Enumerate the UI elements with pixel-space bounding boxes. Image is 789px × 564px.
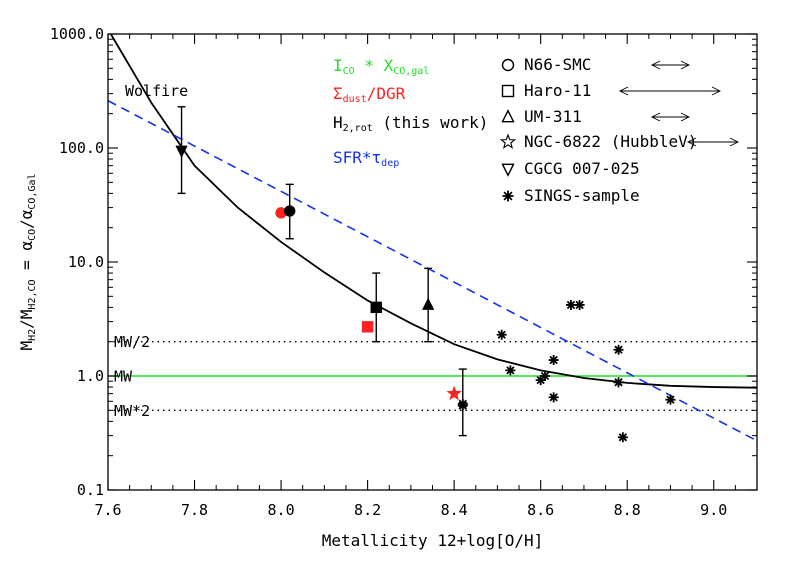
x-tick-label: 7.8: [181, 501, 208, 519]
legend-symbol-square: [501, 84, 515, 98]
wolfire-label: Wolfire: [125, 82, 188, 100]
color-key-entry: ICO * XCO,gal: [333, 56, 429, 77]
legend-label: NGC-6822 (HubbleV): [524, 132, 697, 151]
sfr-depletion-line: [108, 99, 757, 442]
h2rot-point: [284, 205, 296, 217]
sings-point: [548, 392, 559, 403]
color-key-entry: H2,rot (this work): [333, 113, 488, 134]
x-tick-label: 8.8: [614, 501, 641, 519]
sings-point: [665, 394, 676, 405]
y-axis-title: MH2/MH2,CO = αCO/αCO,Gal: [17, 173, 38, 350]
legend-symbol-triangle: [501, 109, 515, 123]
legend-symbol-star: [499, 133, 517, 149]
x-tick-label: 9.0: [700, 501, 727, 519]
h2rot-point: [422, 297, 435, 310]
legend-label: N66-SMC: [524, 55, 591, 74]
plot-frame: [107, 33, 758, 491]
wolfire-curve: [109, 34, 757, 389]
legend-label: CGCG 007-025: [524, 159, 640, 178]
h2rot-point: [457, 400, 468, 411]
sings-point: [535, 375, 546, 386]
sings-point: [613, 344, 624, 355]
x-tick-label: 8.6: [527, 501, 554, 519]
x-tick-label: 8.0: [268, 501, 295, 519]
x-axis-title: Metallicity 12+log[O/H]: [322, 531, 544, 550]
sings-point: [613, 377, 624, 388]
reference-line-label: MW/2: [114, 333, 150, 351]
range-arrow: [650, 112, 691, 122]
x-tick-label: 7.6: [94, 501, 121, 519]
reference-line-label: MW: [114, 368, 133, 386]
sings-point: [565, 299, 576, 310]
sings-point: [496, 329, 507, 340]
y-tick-label: 10.0: [68, 253, 104, 271]
legend-symbol-asterisk: [502, 190, 514, 202]
x-tick-label: 8.4: [441, 501, 468, 519]
sings-point: [505, 365, 516, 376]
dust-point: [361, 321, 374, 333]
y-tick-label: 1.0: [77, 367, 104, 385]
dust-point: [446, 385, 462, 401]
range-arrow: [618, 86, 722, 96]
h2rot-point: [370, 301, 382, 314]
y-tick-label: 0.1: [77, 481, 104, 499]
range-arrow: [686, 137, 740, 147]
legend-symbol-triangle-down: [501, 163, 515, 177]
reference-line-label: MW*2: [114, 402, 150, 420]
legend-label: UM-311: [524, 107, 582, 126]
sings-point: [617, 432, 628, 443]
color-key-entry: Σdust/DGR: [333, 84, 406, 105]
legend-label: SINGS-sample: [524, 186, 640, 205]
color-key-entry: SFR*τdep: [333, 148, 399, 169]
range-arrow: [650, 60, 691, 70]
sings-point: [539, 371, 550, 381]
y-tick-label: 100.0: [59, 139, 104, 157]
legend-symbol-circle: [501, 58, 515, 72]
legend-label: Haro-11: [524, 81, 591, 100]
sings-point: [574, 299, 585, 310]
y-tick-label: 1000.0: [50, 25, 104, 43]
h2rot-point: [175, 145, 188, 158]
x-tick-label: 8.2: [354, 501, 381, 519]
sings-point: [548, 355, 559, 366]
